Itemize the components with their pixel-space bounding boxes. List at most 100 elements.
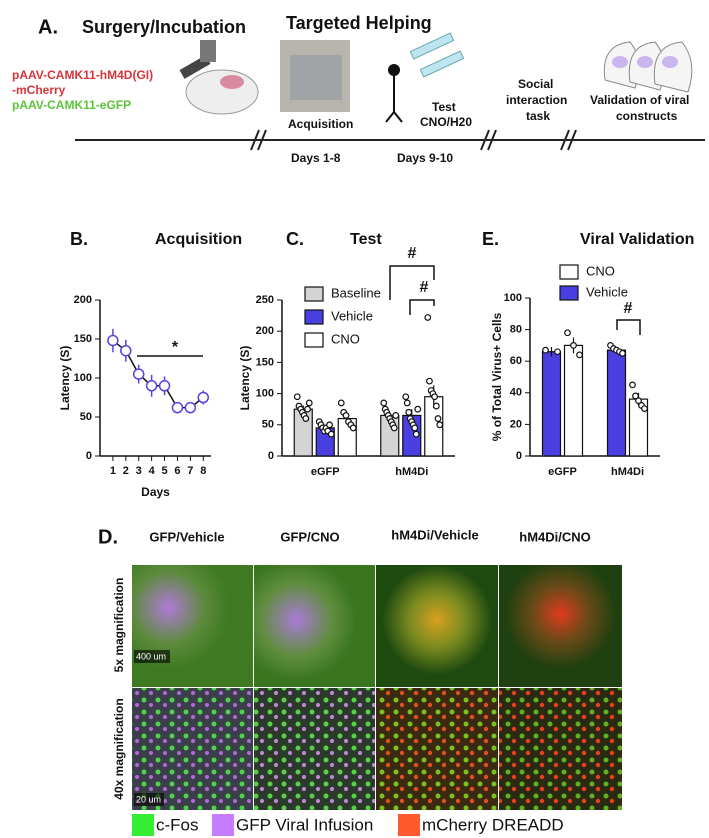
- micrograph: [254, 688, 375, 810]
- panel-label: D.: [98, 526, 118, 548]
- annotation: #: [624, 300, 633, 317]
- micrograph: [499, 688, 622, 810]
- row-label: 40x magnification: [112, 698, 126, 799]
- annotation: #: [408, 245, 417, 262]
- micrograph: [376, 688, 498, 810]
- micrograph: [254, 565, 375, 687]
- y-axis-title: Latency (S): [238, 346, 252, 411]
- x-tick-label: 1: [110, 465, 116, 477]
- bar: [541, 351, 562, 457]
- construct: -mCherry: [12, 83, 66, 97]
- micrographs: [132, 565, 622, 810]
- panel-label: C.: [286, 229, 304, 249]
- y-axis-title: % of Total Virus+ Cells: [490, 312, 504, 441]
- significance-bracket: [409, 299, 435, 315]
- y-tick-label: 0: [268, 450, 274, 462]
- x-axis-title: Days: [141, 485, 170, 499]
- data-point: [570, 342, 577, 349]
- y-tick-label: 200: [256, 325, 274, 337]
- marker: [197, 391, 210, 404]
- x-tick-label: 4: [149, 465, 156, 477]
- heading: Targeted Helping: [286, 13, 432, 33]
- legend-swatch: [398, 814, 420, 836]
- data-point: [434, 415, 442, 422]
- data-point: [632, 392, 639, 400]
- micrograph: [499, 565, 622, 687]
- y-tick-label: 150: [74, 333, 92, 345]
- data-point: [635, 397, 642, 405]
- legend-swatch: [304, 286, 324, 302]
- data-point: [305, 399, 313, 407]
- column-header: hM4Di/Vehicle: [391, 527, 478, 542]
- x-tick-label: 5: [161, 465, 167, 477]
- legend-swatch: [559, 285, 579, 301]
- x-tick-label: 3: [136, 465, 142, 477]
- mouse-illustration: [179, 40, 259, 115]
- legend-label: c-Fos: [156, 815, 199, 834]
- data-point: [337, 399, 345, 407]
- day-label: Days 1-8: [291, 151, 341, 165]
- data-point: [402, 393, 410, 401]
- neuron-icon: [385, 64, 403, 123]
- marker: [120, 344, 132, 357]
- scale-bar-label: 20 um: [136, 794, 161, 804]
- marker: [145, 380, 158, 392]
- data-point: [436, 421, 444, 429]
- step-label: Test: [432, 100, 456, 114]
- data-point: [542, 346, 549, 354]
- chart-title: Viral Validation: [580, 231, 694, 248]
- marker: [107, 334, 119, 347]
- data-point: [405, 408, 413, 416]
- x-tick-label: hM4Di: [395, 466, 428, 478]
- step-label: Validation of viral: [590, 93, 689, 107]
- data-point: [390, 424, 398, 432]
- data-point: [424, 314, 432, 321]
- data-point: [629, 381, 636, 389]
- x-tick-label: 7: [187, 465, 193, 477]
- legend-label: Vehicle: [586, 284, 628, 299]
- y-tick-label: 20: [510, 418, 522, 430]
- step-label: Acquisition: [288, 117, 353, 131]
- marker: [184, 401, 197, 414]
- scale-bar-label: 400 um: [136, 651, 166, 661]
- heading: Surgery/Incubation: [82, 17, 246, 37]
- data-point: [326, 421, 333, 429]
- data-point: [619, 349, 626, 357]
- significance-bracket: [616, 319, 641, 335]
- data-point: [432, 402, 440, 410]
- legend-swatch: [559, 264, 579, 280]
- day-label: Days 9-10: [397, 151, 453, 165]
- step-label: constructs: [616, 109, 678, 123]
- step-label: Social: [518, 77, 553, 91]
- panel-label: B.: [70, 229, 88, 249]
- legend-swatch: [132, 814, 154, 836]
- chart-title: Test: [350, 231, 382, 248]
- annotation: #: [420, 279, 429, 296]
- column-header: hM4Di/CNO: [519, 529, 591, 544]
- y-tick-label: 100: [504, 292, 522, 304]
- marker: [171, 401, 184, 414]
- brain-sections: [603, 41, 693, 93]
- legend-label: mCherry DREADD: [422, 815, 564, 834]
- data-point: [576, 351, 583, 359]
- column-header: GFP/Vehicle: [149, 529, 224, 544]
- scale-bar-bg: [134, 793, 164, 806]
- data-point: [327, 430, 335, 438]
- micrograph: [132, 688, 253, 810]
- data-point: [411, 424, 419, 432]
- bar: [606, 349, 627, 457]
- marker: [158, 380, 171, 392]
- data-point: [302, 415, 310, 422]
- data-point: [412, 430, 420, 438]
- chart-title: Acquisition: [155, 231, 242, 248]
- data-point: [304, 405, 311, 413]
- y-tick-label: 50: [262, 419, 274, 431]
- micrograph: [132, 565, 253, 687]
- micrograph: [376, 565, 498, 687]
- step-label: CNO/H20: [420, 115, 472, 129]
- x-tick-label: eGFP: [311, 466, 340, 478]
- y-tick-label: 40: [510, 387, 522, 399]
- scale-bar-bg: [134, 650, 170, 663]
- y-tick-label: 0: [516, 450, 522, 462]
